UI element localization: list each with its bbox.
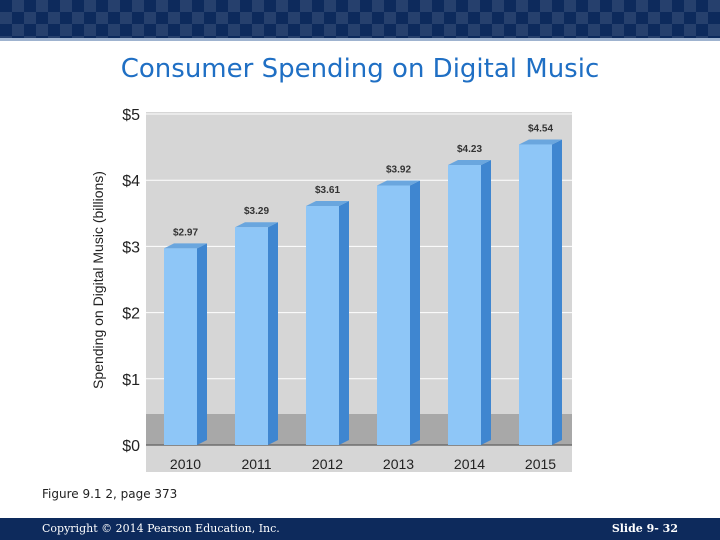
bar-top [519, 139, 562, 145]
bar-front [235, 227, 268, 445]
y-tick-label: $4 [122, 173, 140, 190]
x-tick-label: 2015 [525, 456, 556, 472]
bar-side [552, 139, 562, 445]
bar [235, 222, 278, 445]
y-axis-label: Spending on Digital Music (billions) [90, 171, 106, 389]
bar-front [306, 206, 339, 445]
bar-top [164, 243, 207, 249]
value-label: $4.23 [457, 144, 482, 155]
bar [448, 159, 491, 445]
figure-caption: Figure 9.1 2, page 373 [42, 487, 178, 501]
bar-front [519, 144, 552, 445]
y-tick-label: $0 [122, 438, 140, 455]
bar-top [235, 222, 278, 228]
bar-front [448, 164, 481, 445]
value-label: $4.54 [528, 123, 553, 134]
x-tick-label: 2013 [383, 456, 414, 472]
bar-top [377, 180, 420, 186]
bar-side [410, 180, 420, 445]
bar-front [377, 185, 410, 445]
value-label: $3.92 [386, 164, 411, 175]
y-tick-label: $3 [122, 239, 140, 256]
x-tick-label: 2014 [454, 456, 485, 472]
bar [519, 139, 562, 445]
x-tick-label: 2011 [241, 456, 271, 472]
bar [164, 243, 207, 445]
copyright-text: Copyright © 2014 Pearson Education, Inc. [42, 522, 280, 535]
bar [306, 201, 349, 445]
plot-floor [146, 414, 572, 445]
x-tick-label: 2012 [312, 456, 343, 472]
bar-front [164, 248, 197, 445]
bar [377, 180, 420, 445]
bar-side [481, 159, 491, 445]
footer-bar: Copyright © 2014 Pearson Education, Inc.… [0, 518, 720, 540]
value-label: $3.29 [244, 206, 269, 217]
bar-side [197, 243, 207, 445]
bar-chart: $0 $1 $2 $3 $4 $5 Spending on Digital Music (b… [90, 107, 572, 472]
header-divider [0, 38, 720, 41]
bar-side [339, 201, 349, 445]
x-tick-label: 2010 [170, 456, 201, 472]
y-tick-label: $1 [122, 372, 140, 389]
plot-background [146, 112, 572, 472]
bar-top [306, 201, 349, 207]
slide-number: Slide 9- 32 [611, 522, 678, 535]
bar-top [448, 159, 491, 165]
y-tick-label: $5 [122, 107, 140, 124]
value-label: $2.97 [173, 227, 198, 238]
y-tick-label: $2 [122, 306, 140, 323]
header-banner [0, 0, 720, 38]
slide-title: Consumer Spending on Digital Music [120, 54, 600, 84]
bar-side [268, 222, 278, 445]
value-label: $3.61 [315, 185, 340, 196]
